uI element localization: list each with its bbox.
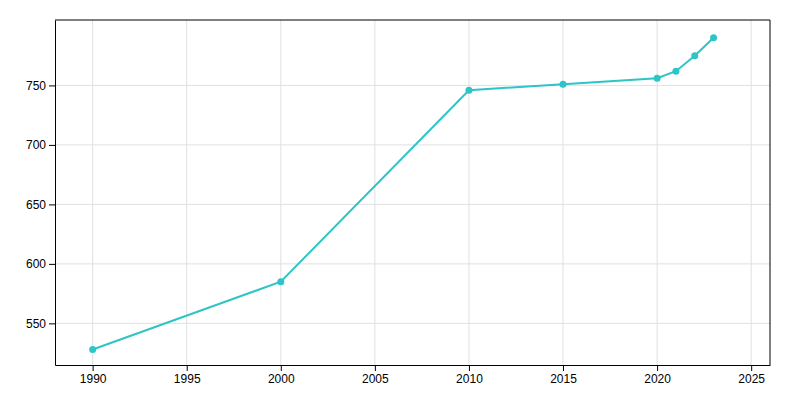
grid-line (55, 204, 770, 205)
tick-label: 2000 (268, 372, 295, 386)
tick-mark (49, 204, 55, 205)
grid-line (751, 20, 752, 365)
tick-label: 2015 (550, 372, 577, 386)
tick-mark (751, 365, 752, 371)
point (465, 87, 472, 94)
grid-line (92, 20, 93, 365)
tick: 2005 (362, 365, 389, 386)
point (672, 68, 679, 75)
grid-line (657, 20, 658, 365)
tick-label: 700 (26, 138, 46, 152)
point (560, 81, 567, 88)
x-axis: 1990 1995 2000 2005 2010 2015 2020 2025 (56, 365, 771, 386)
tick-label: 2005 (362, 372, 389, 386)
line (93, 38, 714, 350)
grid-line (55, 144, 770, 145)
tick-label: 550 (26, 317, 46, 331)
tick: 1995 (174, 365, 201, 386)
tick-mark (187, 365, 188, 371)
tick-mark (49, 85, 55, 86)
axis-line (56, 365, 771, 366)
grid-line (186, 20, 187, 365)
tick-label: 2025 (738, 372, 765, 386)
point (89, 346, 96, 353)
tick-mark (375, 365, 376, 371)
tick-mark (469, 365, 470, 371)
tick: 2025 (738, 365, 765, 386)
tick-label: 2020 (644, 372, 671, 386)
tick: 750 (26, 79, 55, 93)
grid-line (374, 20, 375, 365)
grid-line (55, 263, 770, 264)
tick: 1990 (80, 365, 107, 386)
frame-line (770, 20, 771, 365)
y-axis: 550 600 650 700 750 (26, 21, 56, 366)
point (277, 278, 284, 285)
tick-mark (49, 264, 55, 265)
tick-label: 2010 (456, 372, 483, 386)
axis-line (55, 21, 56, 366)
point (654, 75, 661, 82)
grid-line (280, 20, 281, 365)
grid (55, 20, 770, 365)
tick-label: 750 (26, 79, 46, 93)
tick-mark (49, 323, 55, 324)
tick-mark (281, 365, 282, 371)
tick-label: 600 (26, 257, 46, 271)
tick-label: 1995 (174, 372, 201, 386)
point (710, 34, 717, 41)
frame-line (55, 20, 770, 21)
tick-mark (563, 365, 564, 371)
grid-line (55, 85, 770, 86)
grid-line (468, 20, 469, 365)
tick-label: 650 (26, 198, 46, 212)
plot: 1990 1995 2000 2005 2010 2015 2020 2025 550 600 65… (26, 20, 771, 386)
tick-mark (93, 365, 94, 371)
marks (89, 34, 717, 353)
tick: 700 (26, 138, 55, 152)
grid-line (563, 20, 564, 365)
tick: 550 (26, 317, 55, 331)
point (691, 52, 698, 59)
chart: 1990 1995 2000 2005 2010 2015 2020 2025 550 600 65… (0, 0, 800, 400)
tick: 2015 (550, 365, 577, 386)
tick: 2010 (456, 365, 483, 386)
tick: 600 (26, 257, 55, 271)
tick-mark (657, 365, 658, 371)
tick: 2000 (268, 365, 295, 386)
tick-mark (49, 145, 55, 146)
tick: 2020 (644, 365, 671, 386)
tick-label: 1990 (80, 372, 107, 386)
tick: 650 (26, 198, 55, 212)
